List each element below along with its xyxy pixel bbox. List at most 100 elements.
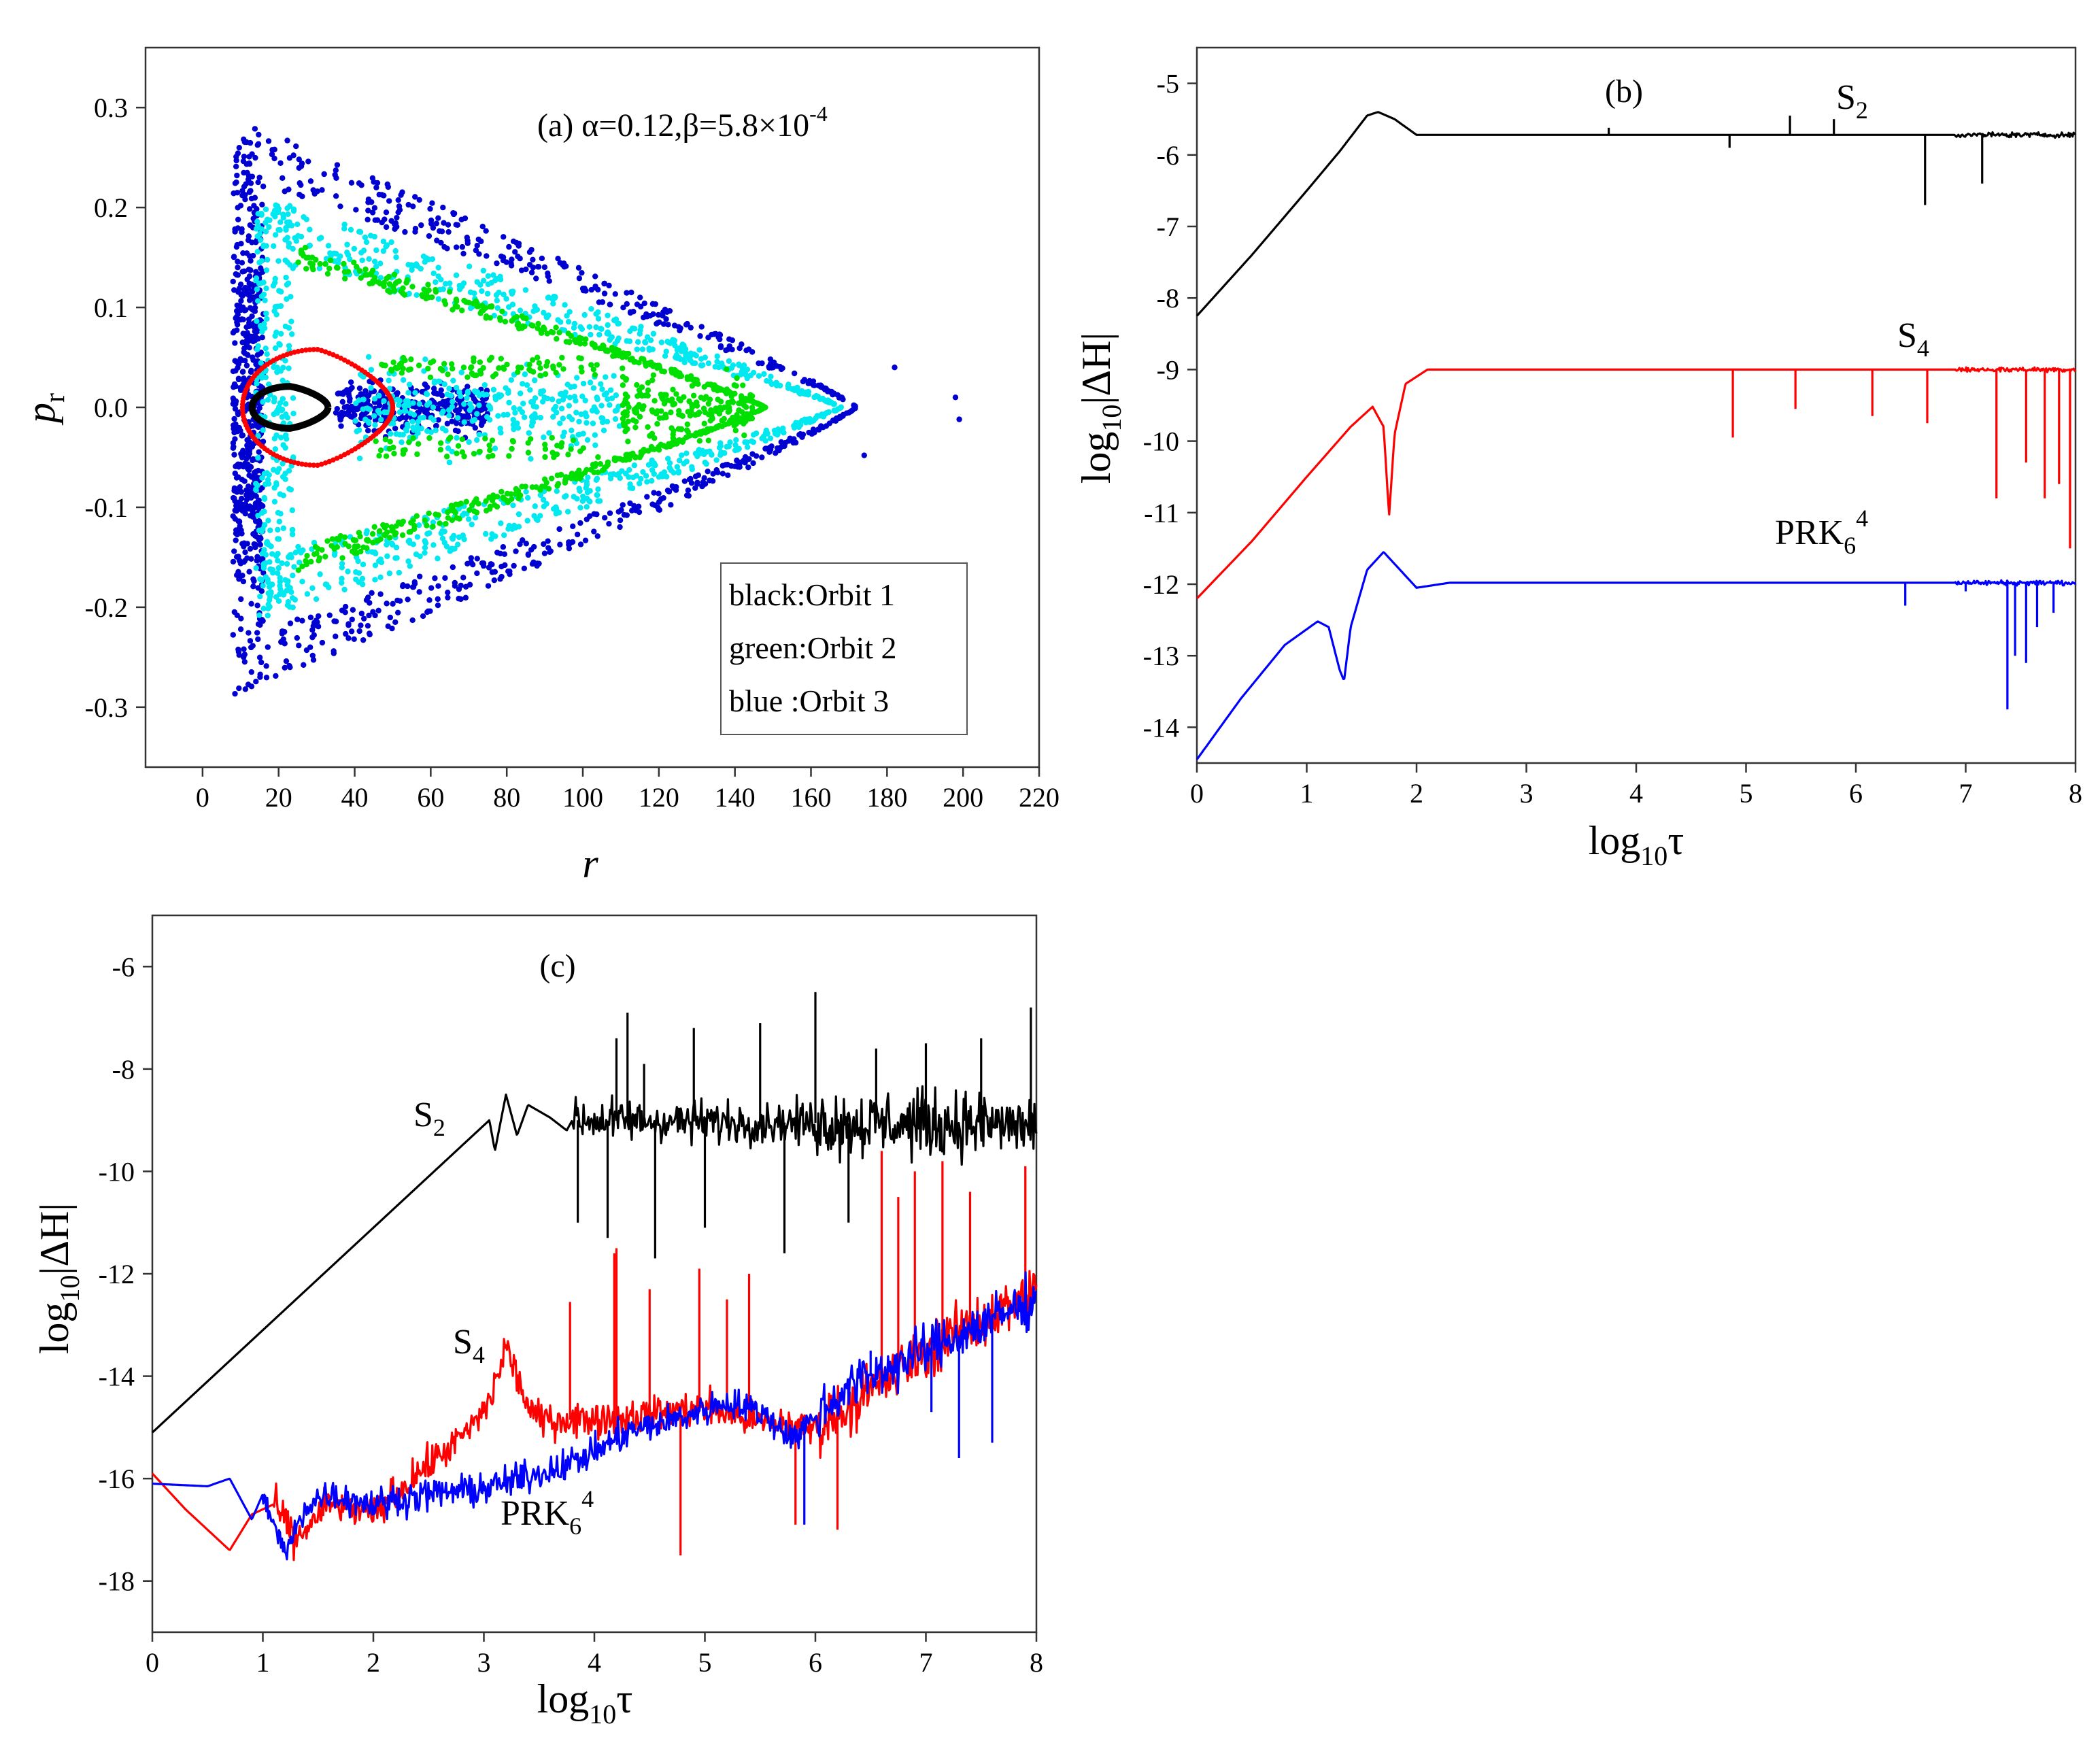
orbit-cyan-point [612,416,619,422]
orbit2-point [389,528,395,534]
orbit-cyan-point [286,343,292,349]
orbit3-point [433,390,439,396]
orbit-cyan-point [437,378,443,385]
orbit2-point [433,287,439,293]
orbit3-point [683,492,690,498]
orbit3-point [246,439,253,445]
orbit-cyan-point [474,411,480,417]
orbit2-point [426,435,433,441]
panel-c-ticks: 0 1 2 3 4 5 6 7 8-6-8-10-12-14-16-18 [99,951,1043,1678]
orbit-cyan-point [273,432,280,439]
orbit2-point [455,443,462,449]
orbit-cyan-point [515,524,522,530]
orbit-cyan-point [424,530,430,537]
orbit2-point [425,282,431,288]
orbit-cyan-point [280,396,286,402]
orbit3-point [293,143,299,150]
orbit2-point [673,391,679,397]
orbit-cyan-point [674,464,681,470]
orbit3-point [237,356,243,362]
orbit3-point [432,575,438,581]
orbit2-point [454,450,460,456]
orbit-cyan-point [515,425,522,431]
orbit-cyan-point [651,471,657,477]
orbit3-point [592,284,598,291]
orbit3-point [241,358,248,364]
panel-a-scatter: 0 20 40 60 80 100 120 140 160 180 200 220-0.3-0.2-0… [18,46,1060,886]
orbit3-point [651,490,657,496]
orbit3-point [596,299,603,305]
orbit-cyan-point [560,416,566,422]
orbit3-point [620,502,626,508]
panel-a-xtick-label: 200 [943,782,983,813]
orbit2-point [628,356,634,362]
orbit3-point [331,618,337,624]
orbit-cyan-point [595,486,601,492]
orbit2-point [504,361,510,368]
orbit-cyan-point [295,543,301,550]
orbit3-point [697,333,703,339]
orbit2-point [736,407,742,413]
orbit-cyan-point [339,575,345,581]
orbit3-point [248,492,254,498]
orbit3-point [334,405,341,412]
orbit-cyan-point [476,402,482,409]
orbit2-point [435,512,441,518]
orbit2-point [367,280,373,287]
orbit2-point [339,555,345,561]
orbit3-point [723,347,729,354]
orbit3-point [528,269,535,275]
orbit3-point [430,399,437,405]
orbit-cyan-point [673,354,679,360]
orbit-cyan-point [512,409,518,416]
orbit3-point [358,622,364,628]
orbit2-point [715,423,722,429]
orbit3-point [528,547,535,553]
orbit2-point [369,267,376,273]
orbit3-point [247,139,254,146]
orbit2-point [556,329,562,336]
orbit-cyan-point [396,569,403,576]
orbit-cyan-point [537,492,544,498]
orbit2-point [689,383,696,389]
orbit-cyan-point [558,390,564,396]
orbit-cyan-point [543,314,550,321]
panel-a-ytick-label: -0.1 [85,492,128,523]
panel-b-xtick-label: 2 [1410,778,1423,809]
legend-item-orbit2: green:Orbit 2 [729,630,897,665]
orbit3-point [474,570,480,577]
orbit3-point [233,163,239,169]
orbit3-point [243,362,250,369]
panel-c-series-label-s2: S2 [413,1096,445,1141]
orbit-cyan-point [290,395,297,401]
orbit3-point [234,302,240,309]
orbit-cyan-point [598,326,605,333]
orbit3-point [498,573,505,580]
orbit-cyan-point [371,413,377,419]
orbit3-point [395,197,401,203]
orbit3-point [248,669,254,675]
orbit3-point [426,233,433,239]
orbit2-point [700,429,707,436]
orbit2-point [387,439,393,445]
panel-b-line-chart: 0 1 2 3 4 5 6 7 8-5-6-7-8-9-10-11-12-13-14 (b) S… [1074,46,2082,871]
orbit-cyan-point [356,397,362,403]
orbit2-point [732,427,739,434]
orbit-cyan-point [509,526,515,532]
orbit3-point [246,569,252,575]
orbit-cyan-point [252,480,259,487]
orbit2-point [709,410,715,416]
orbit3-point [356,180,362,186]
orbit3-point [347,396,353,402]
orbit-cyan-point [272,232,279,238]
orbit-cyan-point [563,492,569,499]
orbit-cyan-point [647,337,654,343]
orbit3-point [242,196,248,203]
panel-c-series [151,992,1038,1561]
orbit2-point [676,411,682,418]
orbit-cyan-point [405,558,411,564]
orbit-cyan-point [616,423,623,429]
orbit3-point [621,511,628,518]
orbit-red-point [318,461,324,467]
orbit-cyan-point [576,418,582,425]
